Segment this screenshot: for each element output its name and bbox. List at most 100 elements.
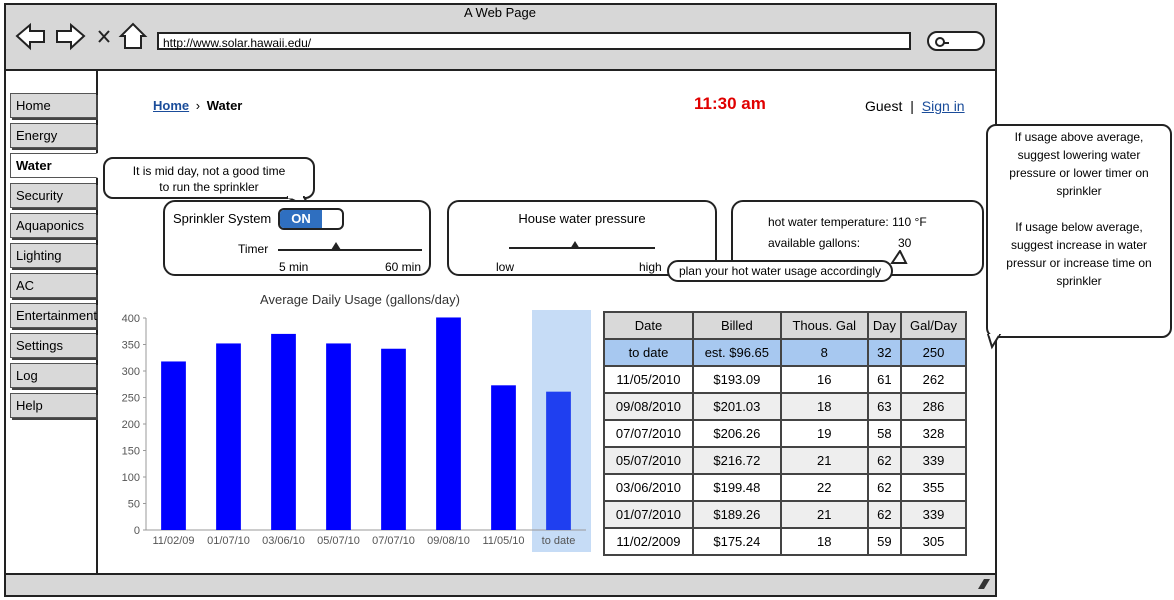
billing-table: Date Billed Thous. Gal Day Gal/Day to date es… [603, 311, 967, 556]
table-cell: 8 [779, 338, 869, 367]
table-column-header[interactable]: Day [866, 311, 903, 340]
sidebar-item-home[interactable]: Home [10, 93, 96, 118]
y-tick-label: 300 [122, 366, 140, 378]
table-cell: $175.24 [691, 527, 782, 556]
sidebar-item-water[interactable]: Water [10, 153, 98, 178]
y-tick-label: 350 [122, 340, 140, 352]
table-cell: 305 [900, 527, 967, 556]
sidebar-item-energy[interactable]: Energy [10, 123, 96, 148]
home-icon[interactable] [118, 22, 148, 49]
table-cell: 61 [866, 365, 903, 394]
sidebar-item-settings[interactable]: Settings [10, 333, 96, 358]
usage-advice-line: sprinkler [1056, 274, 1102, 288]
resize-grip-icon[interactable] [976, 577, 992, 591]
x-tick-label: to date [542, 535, 576, 547]
table-cell: 32 [866, 338, 903, 367]
usage-advice-line: suggest increase in water [1010, 238, 1148, 252]
table-cell: 62 [866, 473, 903, 502]
table-row[interactable]: 07/07/2010 $206.26 19 58 328 [603, 419, 967, 448]
y-tick-label: 100 [122, 472, 140, 484]
hotwater-gallons-label: available gallons: [768, 236, 861, 250]
x-tick-label: 03/06/10 [262, 535, 305, 547]
table-cell: $199.48 [691, 473, 782, 502]
pressure-slider-track[interactable] [509, 247, 655, 249]
window-title: A Web Page [463, 5, 537, 20]
chart-bar [216, 343, 241, 530]
table-column-header[interactable]: Gal/Day [900, 311, 967, 340]
table-cell: 09/08/2010 [603, 392, 694, 421]
x-tick-label: 11/05/10 [482, 535, 524, 547]
table-cell: $206.26 [691, 419, 782, 448]
chart-bar [436, 317, 461, 530]
stop-icon[interactable] [98, 30, 110, 43]
usage-advice-line: pressur or increase time on [1006, 256, 1152, 270]
usage-advice-line: pressure or lower timer on [1009, 166, 1149, 180]
search-field[interactable] [927, 31, 985, 51]
table-row[interactable]: 05/07/2010 $216.72 21 62 339 [603, 446, 967, 475]
usage-advice-line: If usage above average, [1014, 130, 1144, 144]
table-column-header[interactable]: Thous. Gal [779, 311, 869, 340]
hotwater-gallons-value: 30 [898, 236, 912, 250]
signin-link[interactable]: Sign in [921, 98, 965, 114]
x-tick-label: 05/07/10 [317, 535, 360, 547]
table-cell: 05/07/2010 [603, 446, 694, 475]
table-cell: 262 [900, 365, 967, 394]
hotwater-hint-pointer [890, 250, 908, 264]
breadcrumb-home-link[interactable]: Home [153, 98, 190, 113]
table-cell: 355 [900, 473, 967, 502]
breadcrumb: Home › Water [153, 98, 242, 113]
timer-max-label: 60 min [385, 260, 422, 274]
table-row[interactable]: 03/06/2010 $199.48 22 62 355 [603, 473, 967, 502]
y-tick-label: 200 [122, 419, 140, 431]
table-column-header[interactable]: Billed [691, 311, 782, 340]
sprinkler-toggle[interactable]: ON [278, 208, 344, 230]
timer-min-label: 5 min [279, 260, 309, 274]
table-row[interactable]: 11/05/2010 $193.09 16 61 262 [603, 365, 967, 394]
sidebar-item-entertainment[interactable]: Entertainment [10, 303, 97, 328]
sprinkler-label: Sprinkler System [173, 211, 272, 226]
table-row[interactable]: 09/08/2010 $201.03 18 63 286 [603, 392, 967, 421]
address-bar[interactable]: http://www.solar.hawaii.edu/ [157, 32, 911, 50]
usage-advice-text: If usage above average, suggest lowering … [988, 128, 1170, 290]
usage-advice-line: sprinkler [1056, 184, 1102, 198]
table-column-header[interactable]: Date [603, 311, 694, 340]
search-icon [935, 37, 949, 47]
table-cell: 18 [779, 527, 869, 556]
pressure-high-label: high [639, 260, 662, 274]
back-icon[interactable] [15, 22, 45, 51]
timer-slider-thumb[interactable] [330, 242, 341, 250]
table-row[interactable]: 01/07/2010 $189.26 21 62 339 [603, 500, 967, 529]
usage-advice-line: If usage below average, [1015, 220, 1143, 234]
table-row[interactable]: to date est. $96.65 8 32 250 [603, 338, 967, 367]
x-tick-label: 07/07/10 [372, 535, 415, 547]
sidebar-item-security[interactable]: Security [10, 183, 96, 208]
sidebar-item-lighting[interactable]: Lighting [10, 243, 96, 268]
hotwater-temp-value: 110 °F [892, 215, 927, 229]
hotwater-temp: hot water temperature: 110 °F [768, 215, 927, 229]
table-row[interactable]: 11/02/2009 $175.24 18 59 305 [603, 527, 967, 556]
timer-label: Timer [238, 242, 269, 256]
chart-bar [381, 348, 406, 530]
x-tick-label: 11/02/09 [152, 535, 194, 547]
sidebar-item-aquaponics[interactable]: Aquaponics [10, 213, 96, 238]
table-cell: 01/07/2010 [603, 500, 694, 529]
pressure-slider-thumb[interactable] [569, 241, 580, 249]
breadcrumb-current: Water [206, 98, 243, 113]
table-cell: 11/05/2010 [603, 365, 694, 394]
user-name: Guest [865, 98, 903, 114]
table-cell: 62 [866, 446, 903, 475]
sidebar-item-log[interactable]: Log [10, 363, 96, 388]
sidebar-divider [96, 71, 98, 574]
chart-bar [491, 385, 516, 530]
table-cell: 19 [779, 419, 869, 448]
user-area: Guest | Sign in [865, 98, 965, 114]
pressure-label: House water pressure [518, 211, 646, 226]
table-cell: est. $96.65 [691, 338, 782, 367]
sidebar-item-help[interactable]: Help [10, 393, 96, 418]
toggle-on-label: ON [280, 210, 322, 228]
x-tick-label: 01/07/10 [207, 535, 250, 547]
forward-icon[interactable] [56, 22, 86, 51]
table-cell: 62 [866, 500, 903, 529]
timer-slider-track[interactable] [278, 249, 422, 251]
sidebar-item-ac[interactable]: AC [10, 273, 96, 298]
